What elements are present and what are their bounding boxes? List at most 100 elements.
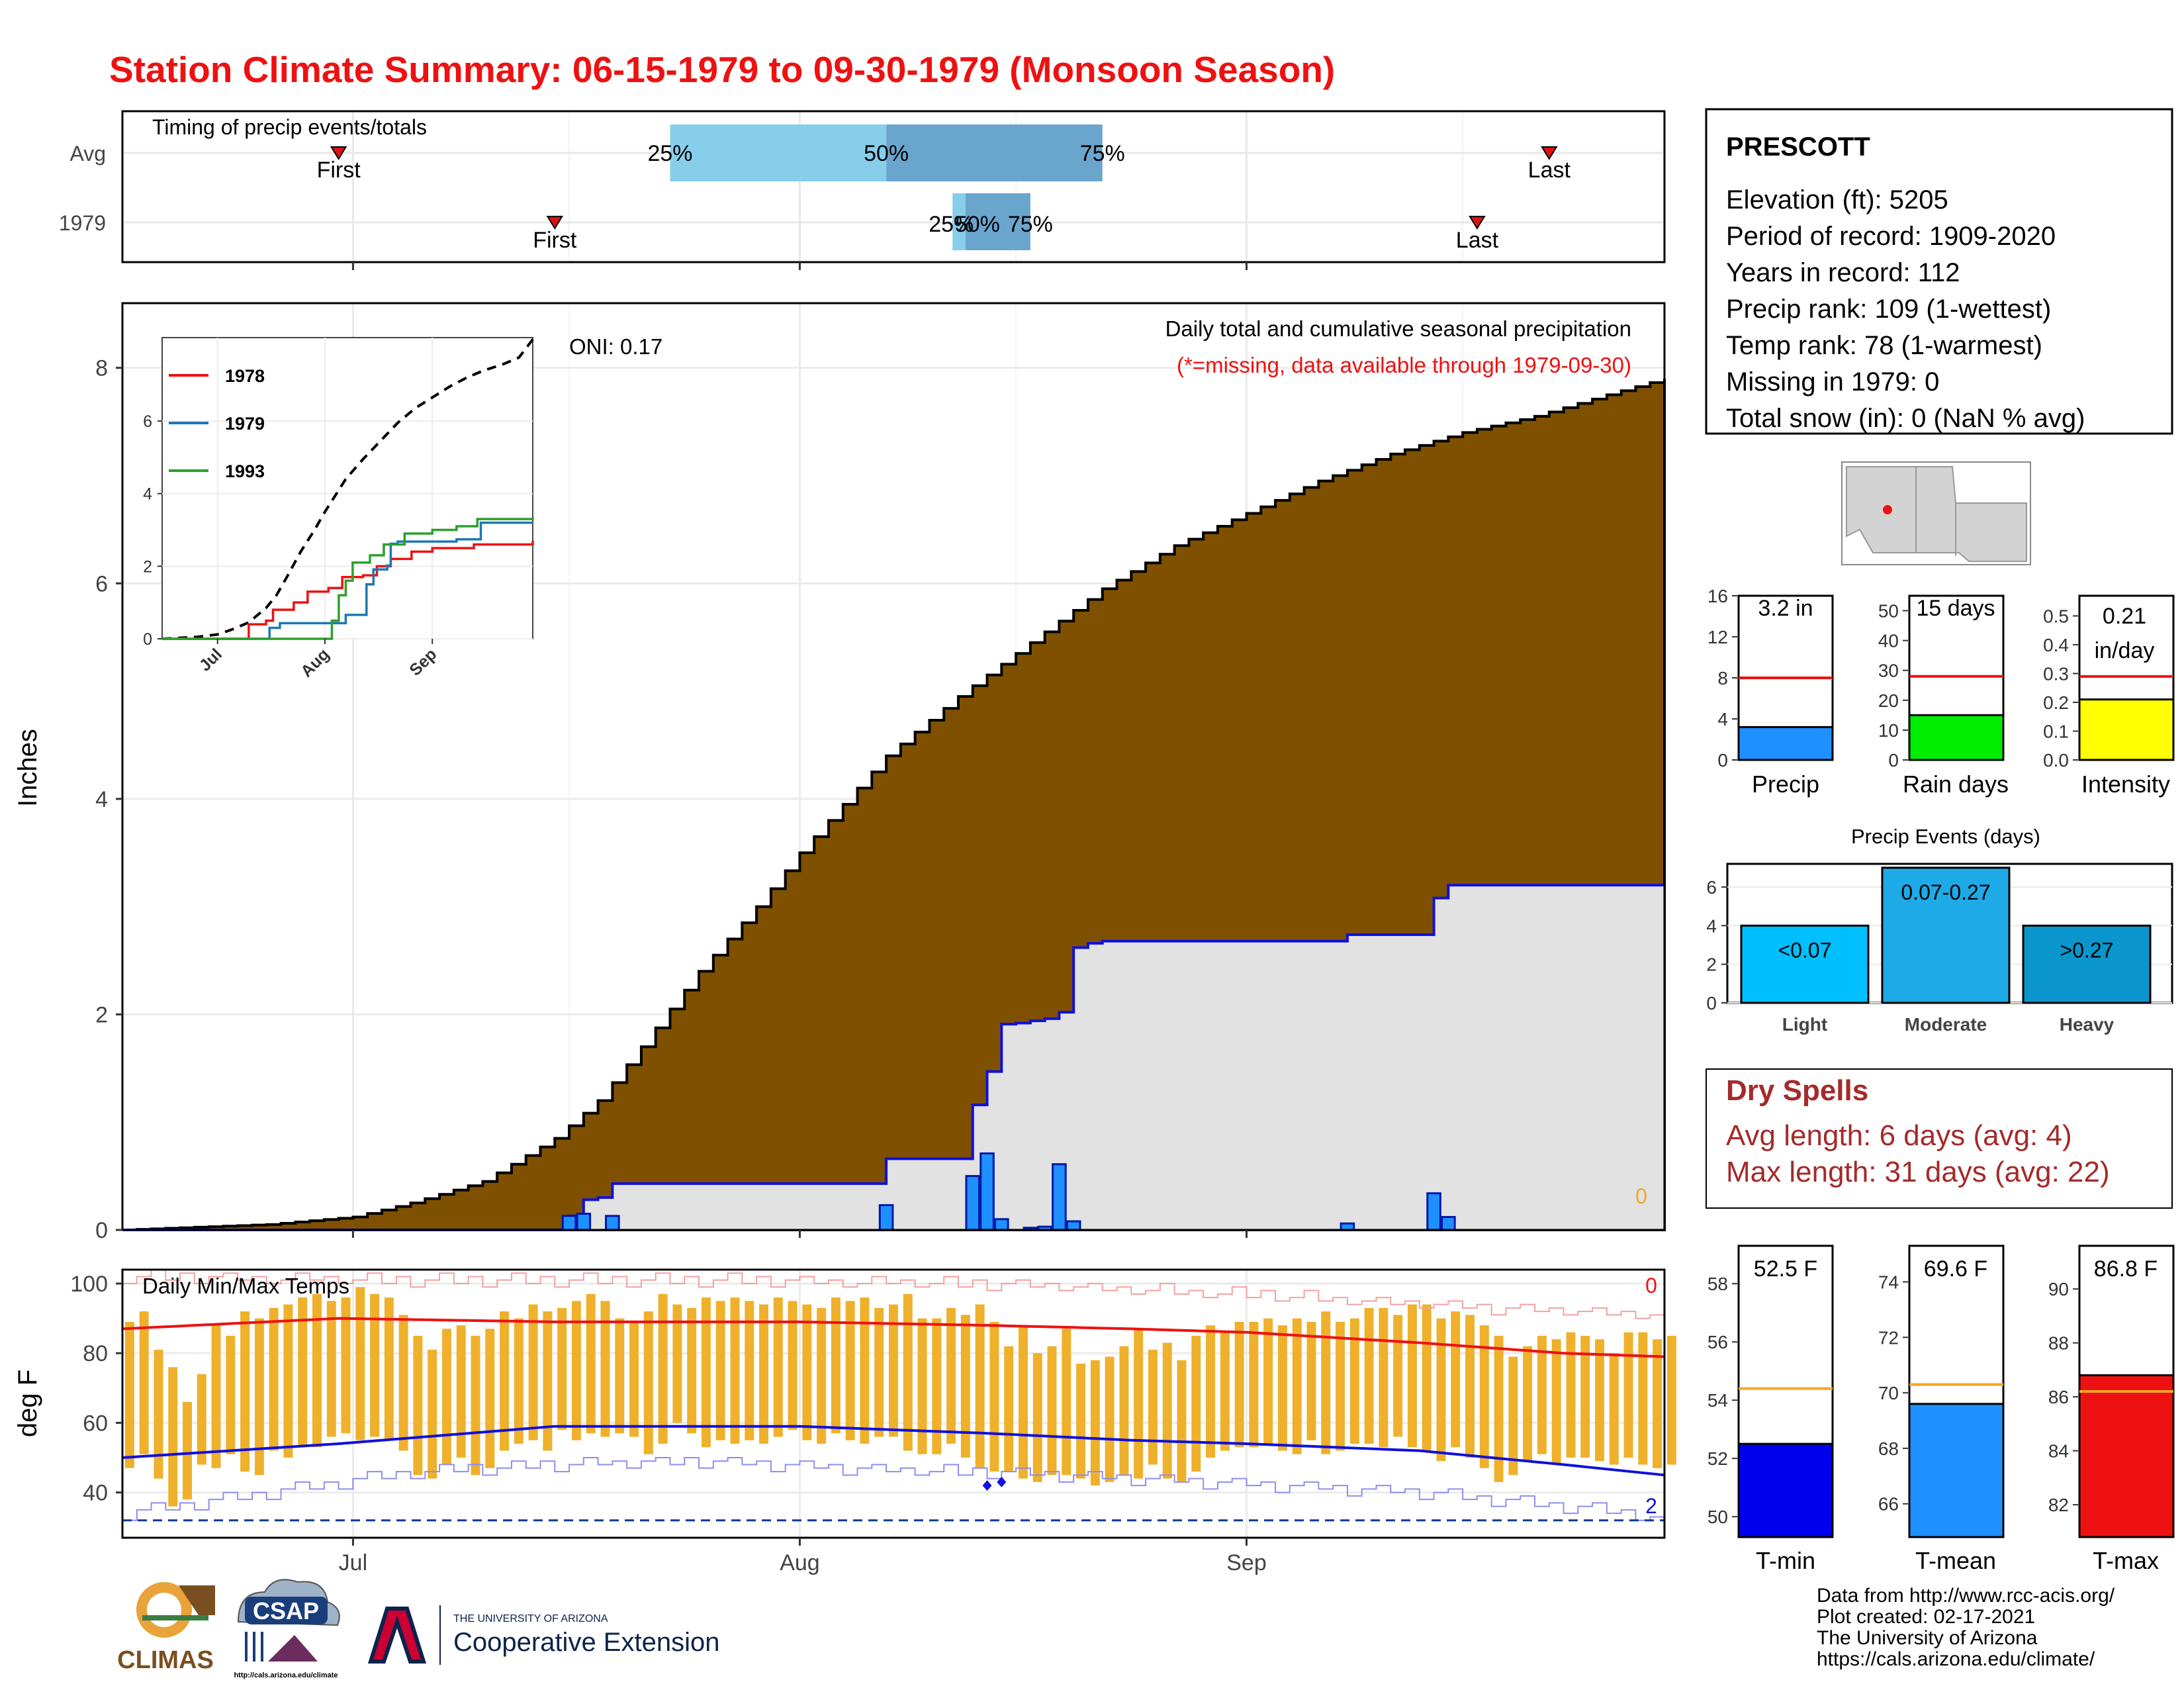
temp-range-bar [543, 1311, 553, 1451]
avg-last-marker [1541, 146, 1558, 160]
temp-range-bar [643, 1311, 653, 1454]
temp-range-bar [240, 1311, 250, 1472]
mini-chart-tick-label: 0.2 [2043, 692, 2069, 713]
station-missing: Missing in 1979: 0 [1726, 367, 1939, 397]
oni-label: ONI: 0.17 [569, 334, 662, 359]
temp-range-bar [975, 1304, 985, 1468]
temp-range-bar [715, 1301, 725, 1440]
season-summary-bars: 0 4 8 12 16 0 10 20 30 40 50 0.0 0.1 0.2 0.3 0.4 0.5 [1707, 586, 2175, 771]
temp-y-tick-label: 60 [83, 1411, 108, 1436]
mini-chart-tick-label: 74 [1878, 1272, 1899, 1292]
temp-range-bar [1523, 1346, 1533, 1462]
temp-range-bar [428, 1349, 437, 1479]
station-period: Period of record: 1909-2020 [1726, 222, 2056, 251]
precip-chart: 0 2 4 6 8 Inches Daily total and cumulative … [13, 302, 1666, 1243]
temp-range-bar [1407, 1304, 1417, 1448]
main-y-tick-label: 0 [95, 1218, 108, 1243]
temp-range-bar [557, 1307, 567, 1430]
temp-range-bar [1090, 1360, 1100, 1486]
mini-chart-tick-label: 0.1 [2043, 721, 2069, 741]
mini-chart-tick-label: 0.3 [2043, 663, 2069, 684]
row-label-avg: Avg [69, 142, 106, 165]
mini-chart-tick-label: 20 [1878, 690, 1899, 711]
events-bar-label: <0.07 [1778, 938, 1832, 962]
temp-freeze-count: 2 [1645, 1494, 1657, 1518]
events-tick-label: 4 [1706, 915, 1717, 936]
temp-range-bar [889, 1304, 898, 1437]
temp-range-bar [1336, 1321, 1345, 1451]
mini-chart-tick-label: 50 [1878, 601, 1899, 622]
year-last-label: Last [1456, 228, 1499, 253]
daily-precip-bar [1426, 1192, 1441, 1231]
dry-spells-box: Dry Spells Avg length: 6 days (avg: 4) M… [1706, 1068, 2173, 1209]
main-subtitle: Daily total and cumulative seasonal prec… [1165, 316, 1631, 341]
inset-y-tick-label: 2 [143, 557, 152, 576]
main-note: (*=missing, data available through 1979-… [1177, 353, 1631, 377]
year-quartile-50-75 [965, 193, 1030, 250]
year-cumulative-line [122, 884, 1664, 1231]
main-y-tick-label: 6 [95, 571, 108, 596]
csap-logo-text: CSAP [253, 1597, 319, 1624]
mini-chart-tick-label: 0.4 [2043, 635, 2069, 655]
temp-range-bar [1653, 1339, 1662, 1468]
row-label-year: 1979 [59, 211, 106, 235]
temp-range-bar [1436, 1318, 1446, 1462]
station-years: Years in record: 112 [1726, 258, 1960, 287]
daily-precip-bar [994, 1218, 1009, 1231]
temp-range-bar [1105, 1356, 1115, 1482]
tmin-caption: T-min [1756, 1547, 1815, 1574]
temp-range-bar [1551, 1339, 1561, 1465]
footer-line-1: Data from http://www.rcc-acis.org/ [1817, 1585, 2115, 1607]
intensity-caption: Intensity [2081, 771, 2170, 798]
temp-range-bar [672, 1304, 682, 1423]
temp-range-bar [1292, 1318, 1302, 1454]
mini-chart-tick-label: 70 [1878, 1383, 1899, 1403]
main-y-tick-label: 2 [95, 1002, 108, 1027]
temp-range-bar [1047, 1346, 1057, 1476]
temp-range-bar [1206, 1325, 1216, 1458]
csap-url: http://cals.arizona.edu/climate [234, 1671, 338, 1679]
raindays-caption: Rain days [1903, 771, 2009, 798]
mini-chart-tick-label: 12 [1707, 627, 1728, 647]
mini-chart-t-min: 50 52 54 56 58 [1707, 1244, 1834, 1538]
temp-range-bar [384, 1297, 394, 1440]
temp-range-bar [1580, 1335, 1590, 1458]
main-y-tick-label: 8 [95, 356, 108, 381]
events-moderate: Moderate [1905, 1014, 1987, 1035]
temp-range-bar [874, 1307, 884, 1437]
year-first-marker [546, 216, 564, 230]
temp-range-bar [773, 1297, 783, 1437]
tmax-caption: T-max [2093, 1547, 2159, 1574]
temp-y-tick-label: 100 [70, 1272, 108, 1297]
temp-range-bar [831, 1297, 841, 1434]
temp-range-bar [1379, 1307, 1388, 1448]
mini-chart-tick-label: 66 [1878, 1494, 1899, 1515]
temp-range-bar [1062, 1329, 1071, 1476]
mini-chart-bar [2078, 1374, 2175, 1538]
temp-range-bar [1220, 1332, 1230, 1451]
tmean-caption: T-mean [1915, 1547, 1996, 1574]
temp-range-bar [745, 1301, 754, 1440]
temp-range-bar [500, 1311, 510, 1451]
temp-range-bar [1162, 1342, 1172, 1479]
legend-1993: 1993 [225, 461, 265, 481]
temp-range-bar [687, 1307, 697, 1434]
temp-range-bar [441, 1329, 451, 1465]
daily-precip-bar [1066, 1220, 1081, 1231]
mini-chart-tick-label: 0 [1717, 750, 1728, 771]
temp-range-bar [1321, 1311, 1331, 1454]
missing-count: 0 [1635, 1184, 1647, 1208]
events-tick-label: 2 [1706, 955, 1717, 975]
avg-first-marker [330, 146, 347, 160]
temp-range-bar [1277, 1325, 1287, 1451]
timing-label: Timing of precip events/totals [152, 115, 427, 139]
precip-events-chart: <0.07 0.07-0.27 >0.27 0 2 4 6 [1706, 863, 2173, 1013]
temp-range-bar [960, 1315, 970, 1458]
climas-logo: CLIMAS [117, 1582, 215, 1674]
precip-value: 3.2 in [1758, 596, 1813, 621]
southwest-states-shape [1846, 466, 2027, 562]
x-tick-label: Aug [780, 1550, 820, 1575]
average-min-line [122, 1425, 1665, 1477]
inset-y-tick-label: 4 [143, 485, 152, 504]
